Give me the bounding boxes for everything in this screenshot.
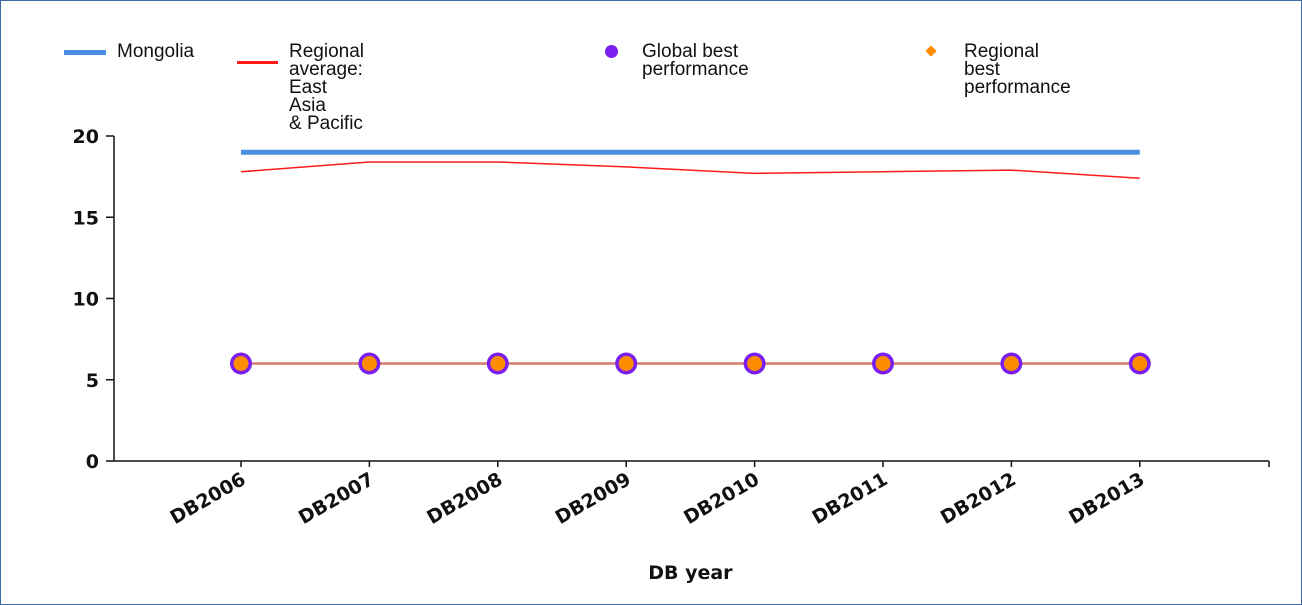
x-tick-label: DB2008 xyxy=(423,468,506,529)
point-regional-best xyxy=(233,356,249,371)
point-regional-best xyxy=(618,356,634,371)
legend-label: Mongolia xyxy=(117,41,195,62)
y-tick-label: 20 xyxy=(73,126,99,148)
point-regional-best xyxy=(875,356,891,371)
x-tick-label: DB2010 xyxy=(680,468,763,529)
x-tick-label: DB2013 xyxy=(1065,468,1148,529)
series-line-regional-average xyxy=(240,161,1140,179)
point-regional-best xyxy=(1003,356,1019,371)
circle-marker-icon xyxy=(605,45,618,58)
point-regional-best xyxy=(361,356,377,371)
legend-label: Regional best performance xyxy=(964,41,1071,98)
y-tick-label: 10 xyxy=(73,289,99,311)
legend: Mongolia Regional average: East Asia & P… xyxy=(59,41,1289,133)
y-tick-label: 5 xyxy=(86,370,99,392)
legend-label: Global best performance xyxy=(642,41,749,80)
legend-line-marker xyxy=(237,61,278,64)
x-tick-label: DB2007 xyxy=(295,468,378,529)
x-tick-label: DB2009 xyxy=(552,468,635,529)
y-tick-label: 15 xyxy=(73,207,99,229)
x-tick-label: DB2011 xyxy=(808,468,891,529)
legend-label: Regional average: East Asia & Pacific xyxy=(289,41,364,134)
point-regional-best xyxy=(490,356,506,371)
point-regional-best xyxy=(1132,356,1148,371)
x-axis-title: DB year xyxy=(648,562,733,584)
y-tick-label: 0 xyxy=(86,451,99,473)
x-tick-label: DB2006 xyxy=(166,468,249,529)
x-tick-label: DB2012 xyxy=(937,468,1020,529)
legend-line-marker xyxy=(64,50,106,55)
point-regional-best xyxy=(747,356,763,371)
